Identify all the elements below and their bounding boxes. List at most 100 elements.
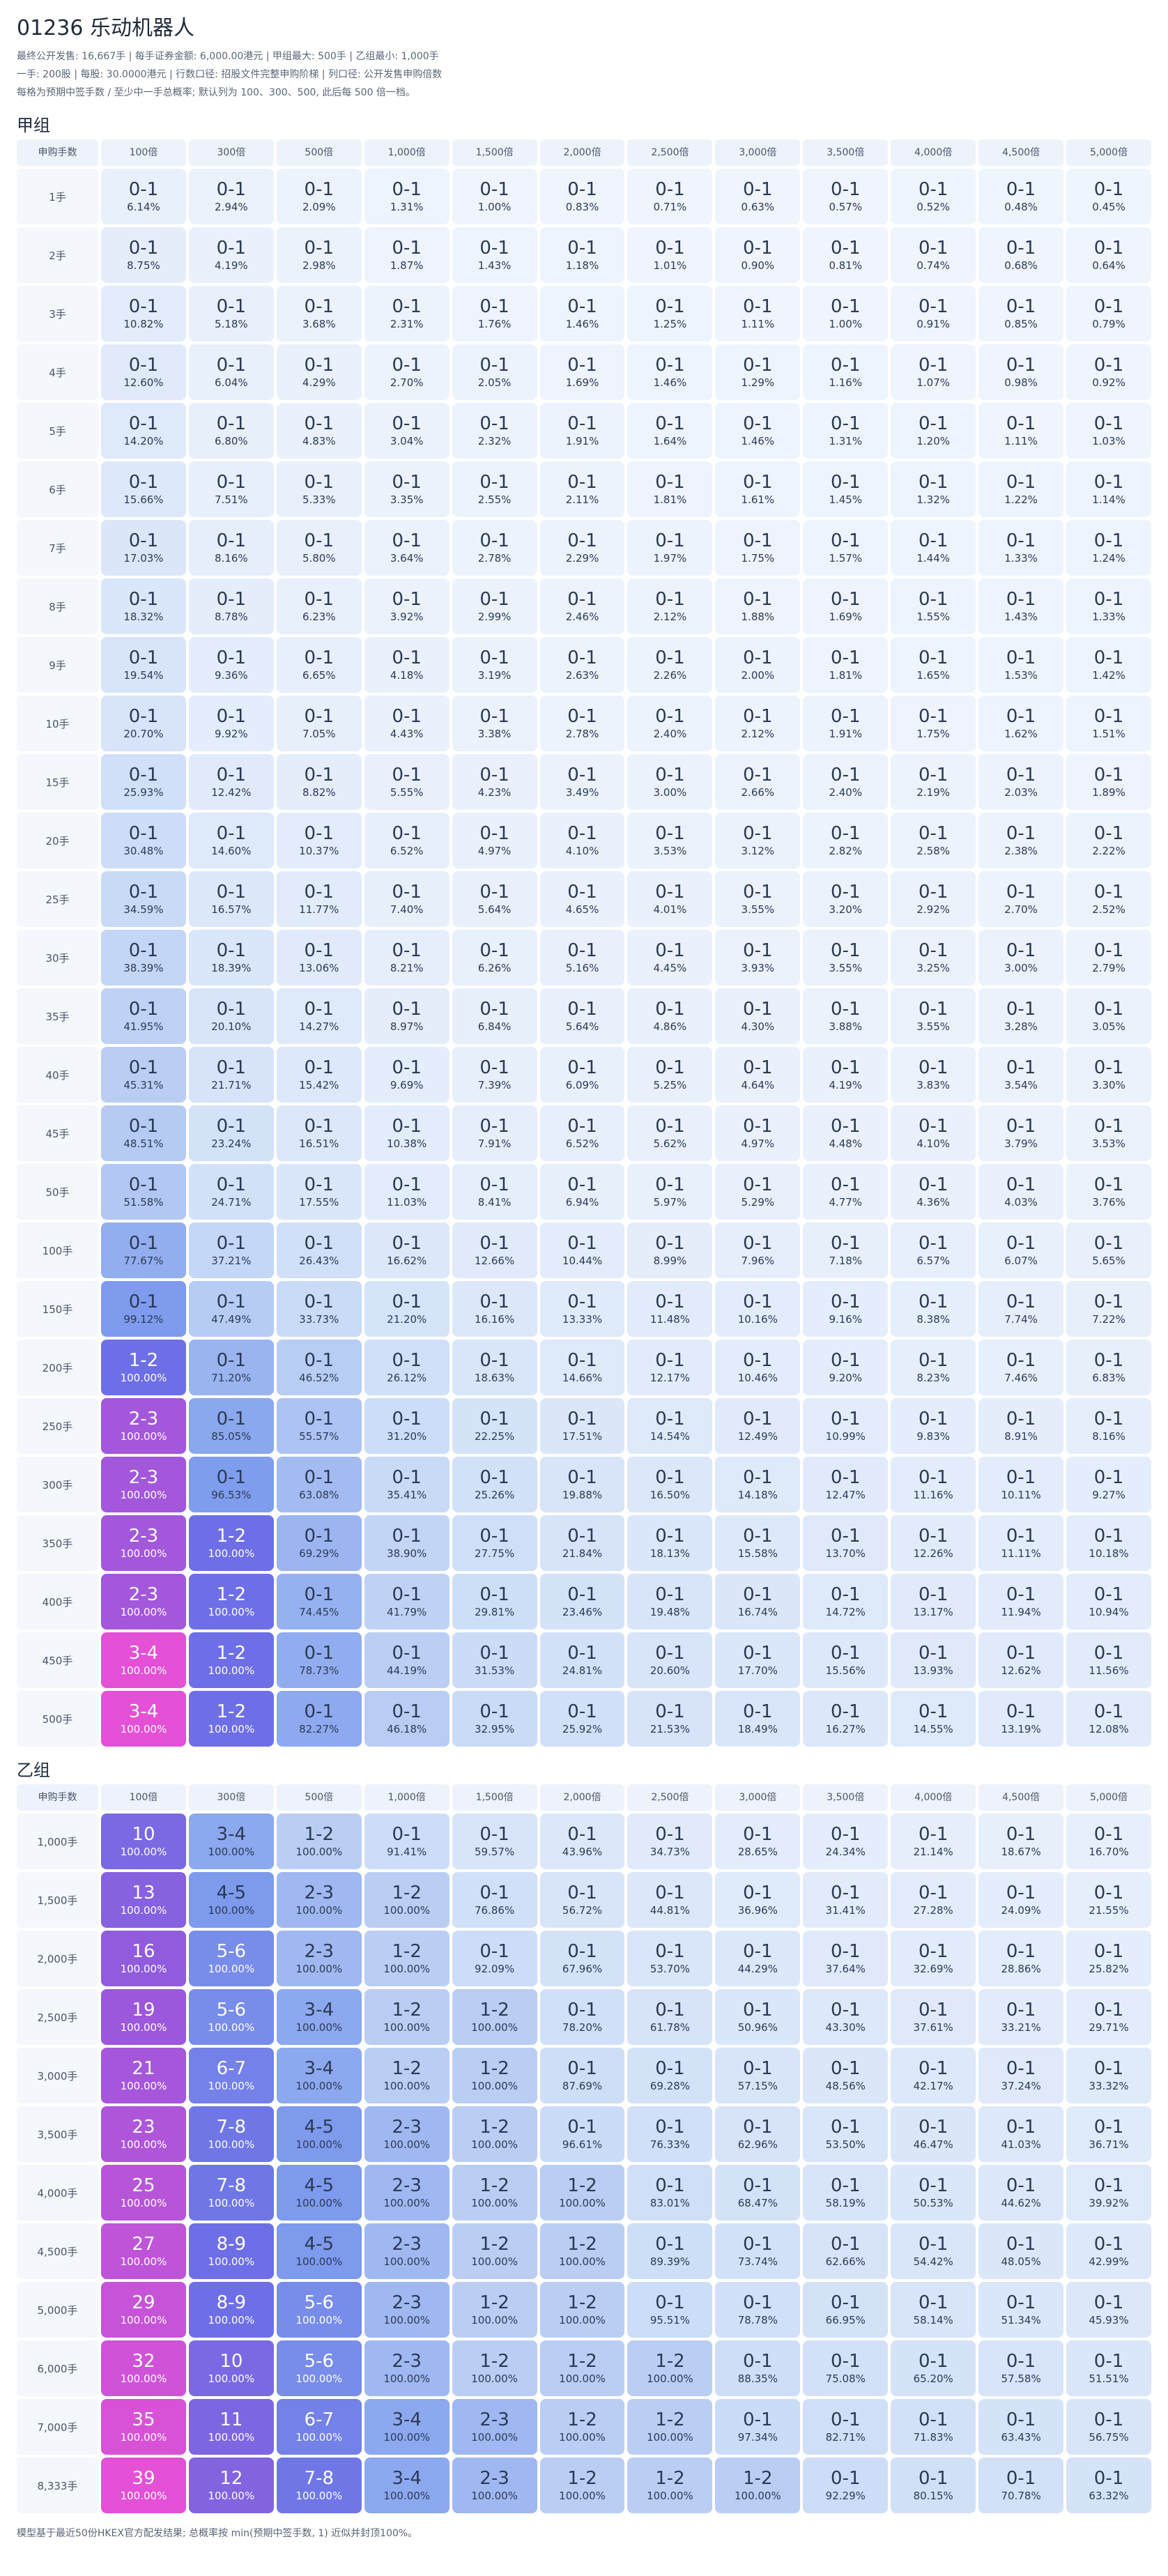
table-cell: 0-1 2.99% — [452, 578, 537, 634]
expected-lots: 0-1 — [128, 530, 159, 551]
table-cell: 0-1 48.05% — [978, 2223, 1064, 2279]
expected-lots: 0-1 — [831, 940, 861, 961]
win-probability: 0.91% — [916, 318, 951, 330]
table-cell: 0-1 1.69% — [539, 344, 625, 400]
win-probability: 3.54% — [1004, 1079, 1038, 1091]
section-title: 甲组 — [17, 116, 50, 135]
table-cell: 0-1 15.56% — [803, 1632, 889, 1688]
win-probability: 0.48% — [1004, 201, 1038, 213]
expected-lots: 0-1 — [216, 823, 247, 844]
win-probability: 96.53% — [211, 1489, 252, 1501]
table-cell: 0-1 7.96% — [715, 1222, 801, 1278]
win-probability: 3.55% — [916, 1020, 951, 1033]
expected-lots: 0-1 — [655, 238, 685, 259]
expected-lots: 0-1 — [392, 1174, 422, 1195]
table-cell: 0-1 1.61% — [715, 461, 801, 517]
page-body: 01236 乐动机器人 最终公开发售: 16,667手 | 每手证券金额: 6,… — [0, 15, 1168, 2543]
expected-lots: 0-1 — [479, 1233, 509, 1254]
table-cell: 0-1 71.83% — [891, 2399, 976, 2455]
expected-lots: 0-1 — [743, 1526, 773, 1547]
win-probability: 9.16% — [829, 1313, 863, 1326]
table-cell: 0-1 11.48% — [627, 1281, 713, 1337]
table-cell: 0-1 1.46% — [627, 344, 713, 400]
table-cell: 0-1 1.46% — [715, 403, 801, 459]
table-cell: 0-1 3.76% — [1066, 1164, 1151, 1220]
win-probability: 10.94% — [1089, 1606, 1129, 1618]
win-probability: 45.31% — [123, 1079, 164, 1091]
column-header: 申购手数 — [17, 1784, 98, 1811]
expected-lots: 3-4 — [304, 2000, 335, 2021]
expected-lots: 16 — [132, 1941, 155, 1962]
win-probability: 54.42% — [913, 2255, 953, 2268]
expected-lots: 0-1 — [1093, 2351, 1124, 2372]
win-probability: 8.16% — [215, 552, 248, 565]
table-cell: 0-1 8.38% — [891, 1281, 976, 1337]
table-cell: 0-1 18.49% — [715, 1691, 801, 1747]
expected-lots: 0-1 — [918, 1584, 948, 1605]
column-header: 100倍 — [101, 1784, 186, 1811]
table-cell: 0-1 4.36% — [891, 1164, 976, 1220]
win-probability: 12.60% — [123, 376, 164, 389]
table-cell: 0-1 57.58% — [978, 2340, 1064, 2396]
table-cell: 0-1 3.19% — [452, 637, 537, 693]
table-cell: 0-1 3.49% — [539, 754, 625, 810]
row-label: 3,500手 — [17, 2106, 98, 2162]
table-cell: 0-1 36.96% — [715, 1872, 801, 1928]
table-cell: 3-4 100.00% — [101, 1632, 186, 1688]
table-cell: 0-1 24.09% — [978, 1872, 1064, 1928]
table-cell: 0-1 54.42% — [891, 2223, 976, 2279]
win-probability: 18.67% — [1001, 1846, 1041, 1858]
table-cell: 1-2 100.00% — [188, 1515, 274, 1571]
expected-lots: 0-1 — [392, 1057, 422, 1078]
expected-lots: 2-3 — [128, 1409, 159, 1429]
table-cell: 0-1 34.73% — [627, 1814, 713, 1869]
win-probability: 5.65% — [1092, 1255, 1125, 1267]
expected-lots: 0-1 — [655, 1233, 685, 1254]
expected-lots: 0-1 — [831, 1824, 861, 1845]
win-probability: 6.23% — [302, 611, 336, 623]
expected-lots: 0-1 — [128, 1057, 159, 1078]
table-cell: 0-1 3.05% — [1066, 988, 1151, 1044]
expected-lots: 0-1 — [479, 765, 509, 785]
table-cell: 0-1 89.39% — [627, 2223, 713, 2279]
expected-lots: 0-1 — [918, 472, 948, 493]
table-cell: 0-1 14.54% — [627, 1398, 713, 1454]
table-cell: 0-1 1.29% — [715, 344, 801, 400]
table-cell: 2-3 100.00% — [364, 2223, 449, 2279]
expected-lots: 0-1 — [392, 1467, 422, 1488]
expected-lots: 0-1 — [479, 882, 509, 903]
win-probability: 74.45% — [299, 1606, 339, 1618]
expected-lots: 10 — [132, 1824, 155, 1845]
table-cell: 1-2 100.00% — [452, 2165, 537, 2221]
table-cell: 0-1 2.11% — [539, 461, 625, 517]
table-cell: 0-1 13.70% — [803, 1515, 889, 1571]
table-cell: 0-1 42.17% — [891, 2048, 976, 2103]
expected-lots: 0-1 — [918, 765, 948, 785]
table-cell: 0-1 62.66% — [803, 2223, 889, 2279]
table-cell: 0-1 1.14% — [1066, 461, 1151, 517]
expected-lots: 0-1 — [304, 1584, 335, 1605]
table-cell: 0-1 75.08% — [803, 2340, 889, 2396]
win-probability: 18.49% — [737, 1723, 778, 1735]
win-probability: 1.00% — [477, 201, 512, 213]
expected-lots: 0-1 — [128, 1233, 159, 1254]
expected-lots: 1-2 — [567, 2175, 597, 2196]
expected-lots: 0-1 — [1006, 2292, 1036, 2313]
expected-lots: 0-1 — [743, 1701, 773, 1722]
expected-lots: 0-1 — [1006, 999, 1036, 1020]
win-probability: 6.94% — [565, 1196, 599, 1209]
win-probability: 2.82% — [829, 845, 863, 857]
expected-lots: 0-1 — [1006, 1233, 1036, 1254]
win-probability: 9.36% — [215, 669, 248, 682]
expected-lots: 0-1 — [655, 882, 685, 903]
win-probability: 1.11% — [1004, 435, 1038, 447]
expected-lots: 0-1 — [743, 530, 773, 551]
expected-lots: 0-1 — [392, 1526, 422, 1547]
win-probability: 15.66% — [123, 493, 164, 506]
column-header: 4,500倍 — [978, 1784, 1064, 1811]
table-cell: 0-1 4.65% — [539, 871, 625, 927]
win-probability: 100.00% — [208, 1904, 255, 1917]
expected-lots: 0-1 — [216, 296, 247, 317]
table-cell: 0-1 10.37% — [276, 813, 362, 868]
table-cell: 0-1 32.69% — [891, 1931, 976, 1986]
